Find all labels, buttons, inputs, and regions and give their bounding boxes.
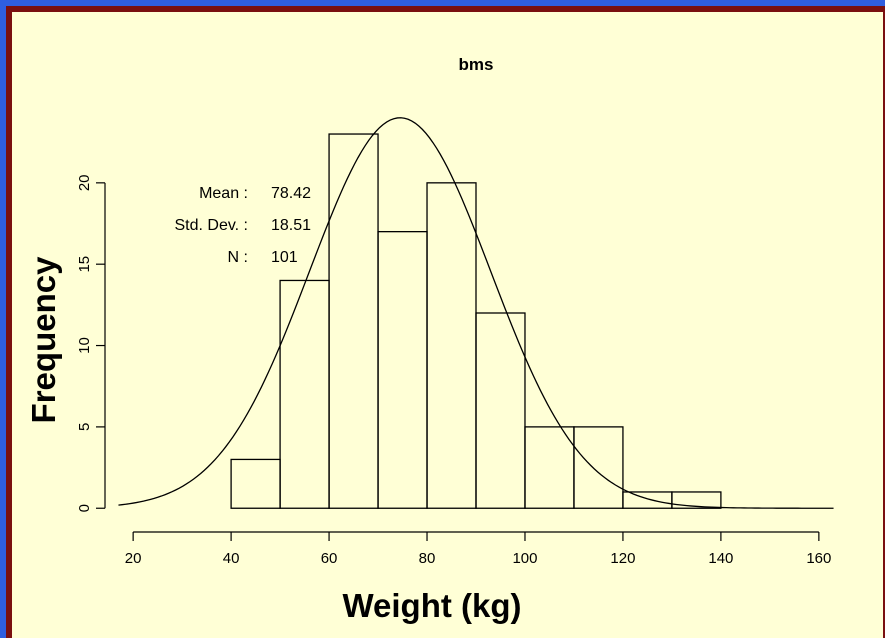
x-tick-label: 140	[708, 550, 733, 567]
histogram-bar-40-50	[230, 458, 281, 509]
y-axis: 0 5 10 15 20	[76, 174, 106, 512]
stat-label: Mean :	[199, 185, 248, 202]
x-tick-label: 100	[512, 550, 537, 567]
x-axis: 20 40 60 80 100 120 140 160	[125, 531, 831, 567]
x-tick-label: 120	[610, 550, 635, 567]
stat-label: Std. Dev. :	[174, 217, 248, 234]
x-tick-label: 60	[321, 550, 338, 567]
histogram-bar-70-80	[377, 231, 428, 509]
y-axis-title: Frequency	[25, 256, 62, 424]
x-tick-label: 160	[806, 550, 831, 567]
x-tick-label: 40	[223, 550, 240, 567]
stat-value: 78.42	[271, 185, 311, 202]
histogram-bar-130-140	[671, 491, 722, 509]
y-tick-label: 20	[76, 174, 93, 191]
chart-title: bms	[459, 55, 494, 74]
histogram-bar-80-90	[426, 182, 477, 509]
histogram-bar-60-70	[328, 133, 379, 509]
histogram-bar-90-100	[475, 312, 526, 509]
x-axis-title: Weight (kg)	[342, 587, 521, 624]
stats-box: Mean : 78.42 Std. Dev. : 18.51 N : 101	[174, 185, 311, 266]
y-tick-label: 0	[76, 504, 93, 512]
histogram-bar-50-60	[279, 279, 330, 509]
chart-panel: 0 5 10 15 20 20 40 60 80 100 120 140 160 bms Weight…	[12, 12, 883, 638]
histogram-bar-100-110	[524, 426, 575, 509]
histogram-bar-120-130	[622, 491, 673, 509]
x-tick-label: 80	[419, 550, 436, 567]
y-tick-label: 15	[76, 256, 93, 273]
histogram-chart: 0 5 10 15 20 20 40 60 80 100 120 140 160 bms Weight…	[25, 55, 834, 624]
x-tick-label: 20	[125, 550, 142, 567]
histogram-bar-110-120	[573, 426, 624, 509]
normal-curve	[118, 117, 834, 509]
bars-group	[230, 133, 722, 509]
stat-value: 18.51	[271, 217, 311, 234]
stat-value: 101	[271, 249, 298, 266]
stat-label: N :	[228, 249, 248, 266]
y-tick-label: 10	[76, 337, 93, 354]
y-tick-label: 5	[76, 423, 93, 431]
